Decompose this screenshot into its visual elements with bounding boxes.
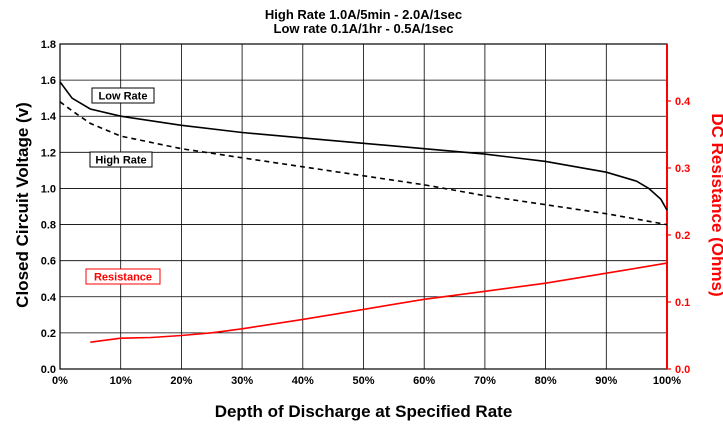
annotation-box <box>91 87 155 104</box>
x-tick-label: 10% <box>110 375 132 387</box>
annotation-low-rate: Low Rate <box>99 91 148 103</box>
x-axis-label: Depth of Discharge at Specified Rate <box>214 402 513 421</box>
y-right-tick-label: 0.0 <box>675 364 690 376</box>
y-left-tick-label: 0.0 <box>41 364 56 376</box>
chart-title: High Rate 1.0A/5min - 2.0A/1sec <box>264 7 463 22</box>
y-left-tick-label: 1.8 <box>41 39 56 51</box>
x-tick-label: 20% <box>170 375 192 387</box>
annotation-box <box>85 268 161 285</box>
x-tick-label: 60% <box>413 375 435 387</box>
series-line-high-rate <box>59 101 668 226</box>
x-tick-label: 90% <box>595 375 617 387</box>
y-right-tick-label: 0.3 <box>675 163 690 175</box>
y-left-tick-label: 0.6 <box>41 256 56 268</box>
x-tick-label: 100% <box>653 375 681 387</box>
annotation-resistance: Resistance <box>94 272 152 284</box>
y-left-tick-label: 1.0 <box>41 183 56 195</box>
x-tick-label: 40% <box>292 375 314 387</box>
y-left-tick-label: 0.8 <box>41 220 56 232</box>
x-tick-label: 30% <box>231 375 253 387</box>
x-tick-label: 0% <box>52 375 68 387</box>
y-right-tick-label: 0.4 <box>675 96 691 108</box>
y-right-tick-label: 0.1 <box>675 297 690 309</box>
y-left-tick-label: 0.2 <box>41 328 56 340</box>
x-tick-label: 50% <box>352 375 374 387</box>
annotation-box <box>89 151 153 168</box>
y-left-tick-label: 1.4 <box>41 111 57 123</box>
x-tick-label: 80% <box>535 375 557 387</box>
y-left-tick-label: 1.6 <box>41 75 56 87</box>
series-line-resistance <box>90 262 668 343</box>
x-tick-label: 70% <box>474 375 496 387</box>
y-left-tick-label: 1.2 <box>41 147 56 159</box>
y-right-tick-label: 0.2 <box>675 230 690 242</box>
chart-subtitle: Low rate 0.1A/1hr - 0.5A/1sec <box>273 21 454 36</box>
annotation-high-rate: High Rate <box>95 155 146 167</box>
y-left-tick-label: 0.4 <box>41 292 57 304</box>
series-line-low-rate <box>59 81 668 211</box>
